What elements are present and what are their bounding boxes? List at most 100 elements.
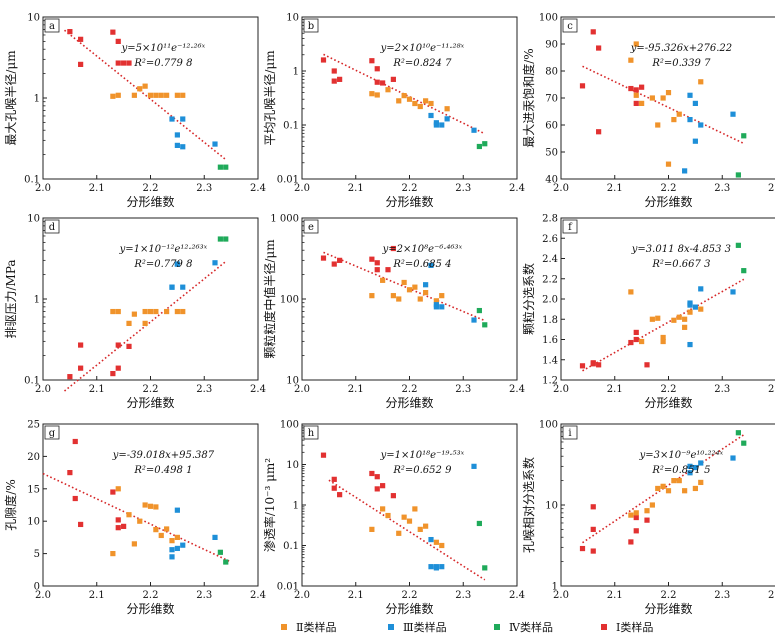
- y-tick-label: 20: [27, 452, 40, 463]
- point-class-IV: [476, 307, 482, 314]
- panel-letter: e: [308, 222, 314, 233]
- panel-i: 2.0 2.1 2.2 2.3 2.4 1 10 100 分形维数 孔喉相对分选系数 i y=3×10…: [521, 420, 775, 616]
- legend-swatch-III: [388, 624, 394, 630]
- r2-label: R²=0.652 9: [392, 465, 452, 476]
- point-class-I: [633, 514, 639, 521]
- point-class-III: [423, 282, 429, 288]
- x-axis-label: 分形维数: [126, 395, 174, 410]
- point-class-I: [78, 61, 84, 67]
- point-class-II: [142, 308, 148, 315]
- x-tick-label: 2.3: [455, 590, 471, 601]
- point-class-IV: [217, 549, 223, 555]
- point-class-II: [423, 289, 429, 296]
- plot-frame: [560, 16, 775, 180]
- point-class-III: [692, 100, 698, 106]
- point-class-III: [174, 507, 180, 513]
- legend-label-III: Ⅲ类样品: [403, 620, 447, 634]
- x-tick-label: 2.0: [35, 590, 51, 601]
- x-tick-label: 2.3: [714, 384, 730, 395]
- point-class-III: [439, 304, 445, 310]
- point-class-II: [380, 506, 386, 512]
- point-class-III: [692, 138, 698, 144]
- point-class-II: [153, 527, 159, 533]
- point-class-I: [72, 438, 78, 445]
- point-class-I: [390, 245, 396, 252]
- point-class-III: [428, 112, 434, 119]
- point-class-III: [471, 463, 477, 469]
- legend-label-I: Ⅰ类样品: [616, 620, 653, 634]
- point-class-I: [337, 257, 343, 263]
- panel-g: 2.0 2.1 2.2 2.3 2.4 0 5 10 15 20 25 分形维数 孔隙度/% g y=-39…: [3, 420, 266, 617]
- point-class-I: [126, 60, 132, 66]
- point-class-I: [78, 36, 84, 42]
- point-class-II: [126, 320, 132, 326]
- y-tick-label: 80: [545, 67, 558, 78]
- point-class-I: [72, 495, 78, 502]
- point-class-III: [687, 117, 693, 123]
- x-tick-label: 2.3: [196, 384, 212, 395]
- point-class-IV: [476, 143, 482, 150]
- trend-line: [323, 251, 486, 322]
- x-tick-label: 2.3: [196, 590, 212, 601]
- point-class-I: [596, 362, 602, 368]
- y-tick-label: 0.1: [24, 376, 40, 387]
- panel-letter: b: [308, 21, 314, 32]
- point-class-I: [78, 365, 84, 371]
- x-tick-label: 2.3: [455, 384, 471, 395]
- x-tick-label: 2.1: [607, 384, 623, 395]
- point-class-I: [639, 84, 645, 90]
- point-class-II: [406, 96, 413, 102]
- legend-swatch-II: [281, 624, 287, 630]
- point-class-II: [401, 514, 407, 520]
- point-class-III: [687, 302, 693, 308]
- equation-label: y=-39.018x+95.387: [112, 450, 215, 461]
- y-tick-label: 10: [286, 460, 299, 471]
- y-axis-label: 孔隙度/%: [3, 479, 18, 530]
- panel-h: 2.0 2.1 2.2 2.3 2.4 0.01 0.1 1 10 100 分形维数 渗透率/10⁻³…: [262, 420, 525, 617]
- x-tick-label: 2.4: [250, 183, 266, 194]
- y-tick-label: 10: [27, 214, 40, 225]
- legend-label-IV: Ⅳ类样品: [509, 620, 553, 634]
- point-class-I: [644, 362, 650, 368]
- point-class-II: [428, 100, 434, 107]
- trend-line: [42, 472, 232, 563]
- y-tick-label: 1: [34, 94, 40, 105]
- point-class-II: [396, 296, 402, 302]
- x-tick-label: 2.0: [35, 183, 51, 194]
- point-class-I: [67, 374, 73, 380]
- trend-line: [582, 278, 745, 372]
- point-class-I: [67, 29, 73, 35]
- point-class-II: [660, 483, 666, 489]
- point-class-III: [169, 116, 175, 122]
- point-class-II: [142, 320, 148, 326]
- point-class-II: [412, 506, 418, 512]
- point-class-IV: [223, 164, 229, 170]
- point-class-I: [596, 45, 602, 51]
- point-class-III: [212, 141, 218, 147]
- y-tick-label: 2.8: [542, 214, 558, 225]
- point-class-I: [126, 343, 132, 349]
- point-class-III: [730, 455, 736, 461]
- y-tick-label: 100: [539, 420, 558, 431]
- x-tick-label: 2.0: [294, 183, 310, 194]
- point-class-I: [369, 58, 375, 64]
- point-class-II: [698, 79, 704, 85]
- point-class-II: [628, 512, 634, 518]
- r2-label: R²=0.824 7: [392, 58, 452, 69]
- panel-e: 2.0 2.1 2.2 2.3 2.4 10 100 1 000 分形维数 颗粒粒度中值半径/μm…: [262, 214, 525, 411]
- equation-label: y=1×10¹⁸e⁻¹⁹·⁵³ˣ: [380, 450, 465, 461]
- plot-frame: [301, 423, 518, 587]
- y-tick-label: 2.6: [542, 234, 558, 245]
- point-class-II: [660, 338, 666, 345]
- point-class-I: [628, 539, 634, 545]
- y-axis-label: 孔喉相对分选系数: [521, 457, 536, 553]
- point-class-II: [115, 486, 121, 492]
- point-class-III: [212, 260, 218, 266]
- trend-line: [63, 260, 227, 392]
- point-class-III: [439, 122, 445, 128]
- y-tick-label: 50: [545, 148, 558, 159]
- y-tick-label: 5: [34, 549, 40, 560]
- x-tick-label: 2.1: [607, 590, 623, 601]
- point-class-III: [471, 317, 477, 323]
- point-class-I: [374, 66, 380, 72]
